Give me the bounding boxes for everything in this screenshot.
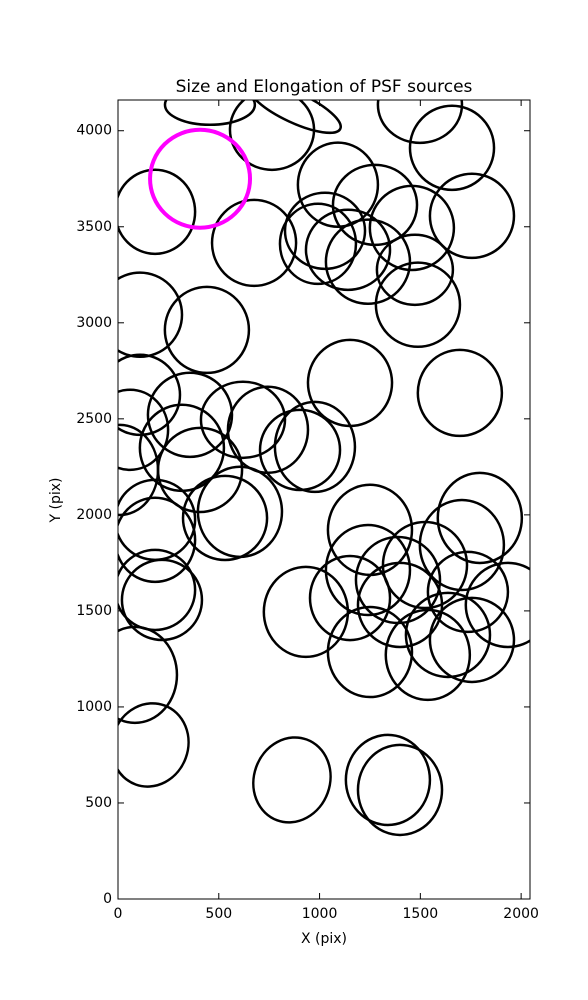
- y-tick-label: 1500: [76, 603, 112, 619]
- psf-ellipse: [278, 202, 358, 286]
- psf-ellipse: [120, 558, 204, 642]
- psf-ellipse: [258, 408, 342, 492]
- psf-ellipse: [146, 371, 234, 459]
- psf-ellipse: [228, 100, 316, 172]
- psf-ellipse: [118, 353, 182, 437]
- psf-ellipse: [296, 141, 380, 229]
- y-tick-label: 4000: [76, 123, 112, 139]
- psf-ellipse: [418, 498, 506, 592]
- psf-ellipse: [344, 733, 432, 827]
- chart-title: Size and Elongation of PSF sources: [176, 77, 473, 97]
- psf-ellipse: [356, 743, 444, 837]
- psf-ellipse: [118, 548, 197, 632]
- x-tick-label: 0: [114, 906, 123, 922]
- psf-ellipse: [324, 523, 412, 617]
- psf-ellipse: [181, 474, 269, 562]
- y-tick-label: 3000: [76, 315, 112, 331]
- psf-ellipse: [408, 104, 496, 192]
- psf-ellipse: [210, 198, 298, 288]
- y-axis-label: Y (pix): [48, 478, 64, 524]
- x-tick-label: 500: [205, 906, 232, 922]
- axes-frame: [117, 99, 531, 900]
- psf-ellipse: [368, 184, 456, 272]
- psf-ellipse: [273, 400, 357, 494]
- psf-ellipse: [163, 285, 251, 375]
- psf-ellipse: [428, 596, 516, 684]
- psf-ellipse: [428, 172, 516, 260]
- psf-ellipse: [163, 100, 257, 127]
- y-tick-label: 500: [85, 795, 112, 811]
- psf-ellipse: [464, 561, 530, 649]
- x-axis-label: X (pix): [301, 931, 347, 947]
- y-tick-label: 3500: [76, 219, 112, 235]
- psf-ellipse: [326, 605, 414, 699]
- psf-ellipse: [384, 608, 472, 702]
- psf-ellipse: [404, 591, 492, 679]
- psf-ellipse: [324, 218, 412, 306]
- y-tick-label: 0: [103, 891, 112, 907]
- x-tick-label: 1500: [403, 906, 439, 922]
- psf-ellipse: [375, 233, 455, 307]
- x-tick-label: 2000: [503, 906, 539, 922]
- y-tick-label: 1000: [76, 699, 112, 715]
- psf-ellipse: [376, 100, 464, 145]
- psf-ellipse: [262, 565, 350, 659]
- psf-ellipse: [118, 496, 197, 584]
- y-tick-label: 2000: [76, 507, 112, 523]
- psf-ellipse: [308, 554, 392, 642]
- psf-ellipse: [118, 388, 170, 472]
- psf-ellipse: [199, 380, 287, 460]
- psf-ellipse: [436, 471, 524, 565]
- psf-ellipse: [331, 163, 419, 247]
- x-tick-label: 1000: [302, 906, 338, 922]
- psf-ellipse: [304, 208, 392, 292]
- psf-ellipse: [356, 561, 444, 649]
- psf-ellipse: [148, 127, 253, 230]
- psf-ellipse: [416, 348, 504, 438]
- psf-ellipse: [283, 191, 367, 271]
- psf-ellipse: [118, 168, 197, 256]
- psf-ellipse: [118, 702, 190, 788]
- psf-ellipse: [247, 100, 342, 135]
- psf-ellipse: [426, 550, 510, 634]
- y-tick-label: 2500: [76, 411, 112, 427]
- psf-ellipse: [118, 625, 179, 725]
- psf-ellipse: [118, 271, 184, 359]
- psf-ellipse: [196, 465, 284, 559]
- psf-ellipse: [374, 261, 462, 349]
- psf-ellipse: [252, 736, 332, 824]
